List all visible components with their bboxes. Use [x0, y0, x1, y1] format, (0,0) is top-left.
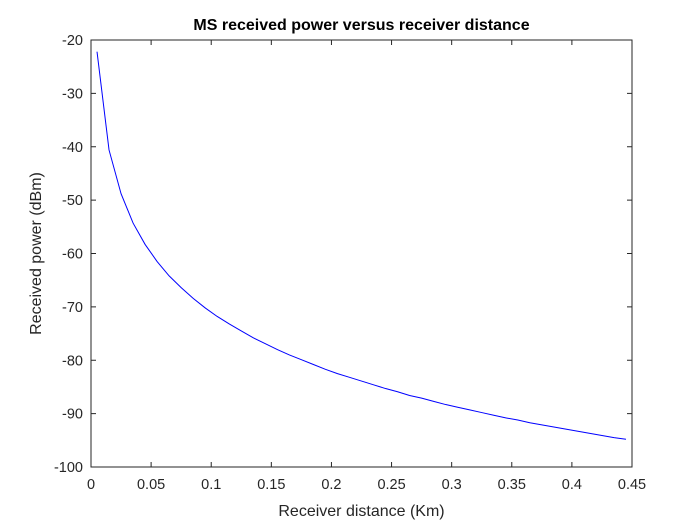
data-point — [433, 401, 434, 402]
data-point — [157, 261, 158, 262]
data-point — [565, 429, 566, 430]
data-point — [217, 316, 218, 317]
data-point — [361, 380, 362, 381]
data-point — [145, 244, 146, 245]
data-point — [613, 437, 614, 438]
data-point — [457, 407, 458, 408]
data-point — [505, 417, 506, 418]
x-tick-label: 0.2 — [321, 477, 341, 493]
x-tick-label: 0.1 — [201, 477, 221, 493]
data-point — [265, 343, 266, 344]
data-point — [625, 439, 626, 440]
data-point — [277, 349, 278, 350]
y-axis-label: Received power (dBm) — [28, 172, 45, 335]
y-tick-label: -60 — [62, 247, 83, 263]
data-point — [349, 377, 350, 378]
data-point — [385, 388, 386, 389]
y-tick-label: -40 — [62, 140, 83, 156]
data-point — [120, 193, 121, 194]
data-point — [229, 323, 230, 324]
data-layer — [96, 51, 627, 440]
x-tick-label: 0.4 — [562, 477, 582, 493]
data-point — [601, 435, 602, 436]
data-point — [108, 149, 109, 150]
data-point — [96, 51, 97, 52]
data-point — [421, 398, 422, 399]
data-point — [193, 298, 194, 299]
x-tick-label: 0.15 — [257, 477, 285, 493]
data-point — [313, 364, 314, 365]
x-tick-label: 0 — [87, 477, 95, 493]
data-point — [397, 391, 398, 392]
data-point — [241, 330, 242, 331]
data-point — [253, 337, 254, 338]
data-point — [445, 404, 446, 405]
x-axis-label: Receiver distance (Km) — [278, 503, 444, 520]
data-point — [409, 395, 410, 396]
data-point — [529, 422, 530, 423]
data-point — [553, 426, 554, 427]
x-tick-label: 0.3 — [442, 477, 462, 493]
data-point — [205, 307, 206, 308]
x-tick-label: 0.35 — [498, 477, 526, 493]
received-power-line — [96, 51, 627, 440]
data-point — [301, 359, 302, 360]
plot-area — [91, 40, 632, 467]
y-tick-label: -100 — [54, 460, 83, 476]
y-tick-label: -90 — [62, 407, 83, 423]
data-point — [181, 287, 182, 288]
data-point — [517, 419, 518, 420]
data-point — [589, 433, 590, 434]
y-tick-label: -80 — [62, 353, 83, 369]
data-point — [577, 431, 578, 432]
data-point — [373, 384, 374, 385]
data-point — [169, 275, 170, 276]
x-tick-label: 0.05 — [137, 477, 165, 493]
data-point — [325, 369, 326, 370]
x-tick-label: 0.25 — [377, 477, 405, 493]
ticks-layer: 0 0.05 0.1 0.15 0.2 0.25 0.3 0.35 0.4 0.45 -20 -30 -… — [54, 33, 646, 493]
data-point — [541, 424, 542, 425]
y-tick-label: -50 — [62, 193, 83, 209]
data-point — [337, 373, 338, 374]
x-tick-label: 0.45 — [618, 477, 646, 493]
y-tick-label: -70 — [62, 300, 83, 316]
data-point — [469, 409, 470, 410]
data-point — [289, 354, 290, 355]
y-tick-label: -20 — [62, 33, 83, 49]
data-point — [481, 412, 482, 413]
data-point — [132, 222, 133, 223]
chart-title: MS received power versus receiver distan… — [193, 17, 529, 34]
data-point — [493, 415, 494, 416]
y-tick-label: -30 — [62, 86, 83, 102]
